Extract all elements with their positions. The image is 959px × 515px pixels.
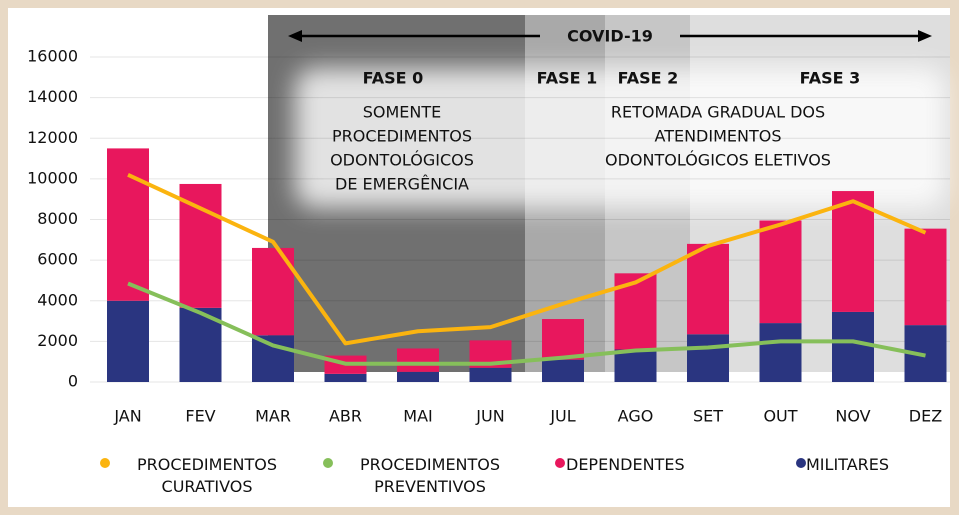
x-tick-label: MAR	[255, 407, 291, 426]
arrow-head	[918, 30, 932, 42]
y-tick-label: 12000	[27, 128, 78, 147]
phase-label: FASE 1	[537, 69, 598, 88]
line	[127, 172, 927, 346]
legend-label: PROCEDIMENTOS PREVENTIVOS	[359, 455, 501, 496]
y-tick-label: 8000	[37, 209, 78, 228]
phase-text: ODONTOLÓGICOS ELETIVOS	[605, 151, 831, 170]
x-tick-label: OUT	[763, 407, 797, 426]
glow	[295, 68, 945, 208]
legend-swatch	[323, 458, 333, 468]
x-tick-label: SET	[693, 407, 723, 426]
y-tick-label: 16000	[27, 47, 78, 66]
bar	[397, 371, 439, 382]
y-tick-label: 0	[68, 372, 78, 391]
x-tick-label: FEV	[185, 407, 215, 426]
bar	[179, 183, 222, 308]
bar	[107, 300, 149, 382]
bar	[252, 335, 294, 382]
line	[127, 281, 926, 366]
phase-text: RETOMADA GRADUAL DOS	[611, 103, 825, 122]
bar	[904, 228, 947, 326]
y-tick-label: 2000	[37, 331, 78, 350]
bar	[687, 334, 729, 382]
bar	[687, 243, 729, 335]
y-tick-label: 14000	[27, 87, 78, 106]
phase-text: ODONTOLÓGICOS	[330, 151, 474, 170]
arrow-head	[288, 30, 302, 42]
y-tick-label: 10000	[27, 168, 78, 187]
phase-text: SOMENTE	[363, 103, 442, 122]
x-tick-label: JUN	[475, 407, 504, 426]
legend-label: MILITARES	[806, 455, 890, 474]
x-tick-label: JAN	[113, 407, 141, 426]
phase-text: DE EMERGÊNCIA	[335, 175, 469, 194]
bar	[324, 373, 367, 382]
bar	[832, 191, 874, 312]
x-tick-label: DEZ	[909, 407, 942, 426]
bar	[542, 359, 584, 382]
legend-label: DEPENDENTES	[566, 455, 685, 474]
legend-swatch	[796, 458, 806, 468]
x-tick-label: JUL	[549, 407, 575, 426]
legend-swatch	[100, 458, 110, 468]
x-tick-label: NOV	[835, 407, 870, 426]
legend-label: PROCEDIMENTOS CURATIVOS	[136, 455, 278, 496]
x-tick-label: MAI	[403, 407, 432, 426]
legend-swatch	[555, 458, 565, 468]
phase-text: PROCEDIMENTOS	[332, 127, 472, 146]
phase-text: ATENDIMENTOS	[655, 127, 782, 146]
bar	[759, 220, 802, 324]
x-tick-label: AGO	[618, 407, 654, 426]
phase-label: FASE 3	[800, 69, 861, 88]
bar	[107, 148, 149, 301]
y-tick-label: 6000	[37, 250, 78, 269]
bar	[397, 348, 439, 372]
x-tick-label: ABR	[329, 407, 362, 426]
bar	[832, 311, 874, 382]
bar	[542, 319, 584, 360]
y-tick-label: 4000	[37, 290, 78, 309]
phase-label: FASE 0	[363, 69, 424, 88]
bar	[469, 367, 512, 382]
bar	[759, 323, 802, 382]
period-label: COVID-19	[567, 27, 653, 46]
bar	[614, 349, 657, 382]
phase-label: FASE 2	[618, 69, 679, 88]
